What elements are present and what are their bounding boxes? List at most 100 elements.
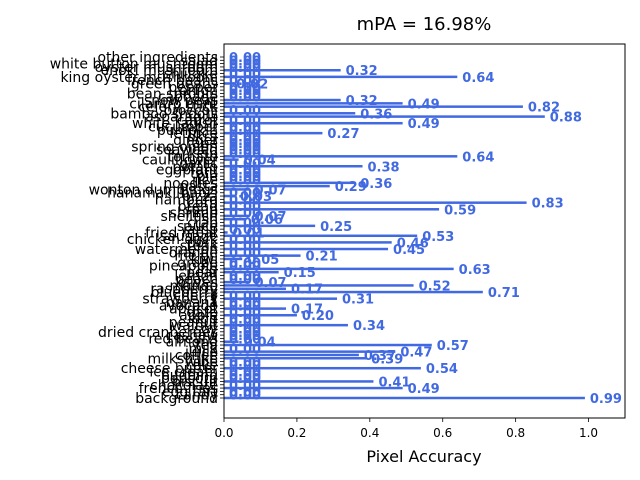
category-label-22: walnut: [171, 318, 219, 334]
value-label-26: 0.00: [229, 306, 261, 321]
value-label-42: 0.05: [247, 253, 279, 268]
value-label-28: 0.00: [229, 299, 261, 314]
value-label-87: 0.00: [229, 104, 261, 119]
value-label-19: 0.00: [229, 329, 261, 344]
value-label-52: 0.25: [320, 220, 352, 235]
category-label-68: tofu: [190, 166, 218, 182]
bar-88: [224, 105, 523, 108]
value-label-38: 0.15: [284, 266, 316, 281]
value-label-37: 0.00: [229, 270, 261, 285]
category-label-71: garlic: [179, 156, 218, 172]
bar-47: [224, 241, 392, 244]
category-label-91: cabbage: [158, 90, 218, 106]
bar-55: [224, 214, 250, 218]
category-label-70: potato: [172, 159, 218, 175]
value-label-75: 0.00: [229, 144, 261, 159]
value-label-82: 0.00: [229, 121, 261, 136]
category-label-59: corn: [187, 196, 218, 212]
value-label-36: 0.00: [229, 273, 261, 288]
bar-89: [224, 102, 403, 105]
category-label-44: orange: [169, 245, 218, 261]
value-label-66: 0.00: [229, 173, 261, 188]
value-label-67: 0.00: [229, 170, 261, 185]
x-tick-label-4: 0.8: [506, 426, 525, 440]
category-label-39: fig: [200, 262, 218, 278]
category-label-85: asparagus: [145, 110, 218, 126]
category-label-74: kelp: [189, 146, 218, 162]
category-label-16: tea: [195, 338, 218, 354]
value-label-12: 0.39: [371, 352, 403, 367]
bar-27: [224, 307, 286, 310]
bar-38: [224, 270, 279, 274]
value-label-71: 0.00: [229, 157, 261, 172]
category-label-88: celery stick: [138, 100, 219, 116]
category-label-26: date: [186, 305, 218, 321]
value-label-61: 0.03: [240, 190, 272, 205]
category-label-49: sausage: [160, 229, 218, 245]
x-tick-label-3: 0.6: [433, 426, 452, 440]
value-label-78: 0.00: [229, 134, 261, 149]
bar-35: [224, 280, 250, 284]
category-label-40: pineapple: [149, 259, 218, 275]
value-label-57: 0.59: [444, 203, 476, 218]
value-label-27: 0.17: [291, 303, 323, 318]
category-label-58: bread: [178, 199, 218, 215]
value-label-95: 0.02: [236, 77, 268, 92]
value-label-9: 0.54: [426, 362, 458, 377]
category-label-52: sauce: [177, 219, 218, 235]
value-label-88: 0.82: [528, 101, 560, 116]
category-label-67: pie: [197, 169, 218, 185]
value-label-62: 0.00: [229, 187, 261, 202]
bar-9: [224, 366, 421, 370]
x-tick-label-5: 1.0: [579, 426, 598, 440]
value-label-60: 0.00: [229, 193, 261, 208]
value-labels-group: 0.990.000.00 0.490.00 0.410.000.000.00 0.54…: [229, 51, 622, 407]
x-tick-label-0: 0.0: [214, 426, 233, 440]
value-label-13: 0.37: [364, 349, 396, 364]
value-label-8: 0.00: [229, 366, 261, 381]
category-label-15: milk: [188, 341, 218, 357]
value-label-51: 0.00: [229, 223, 261, 238]
category-label-18: red beans: [148, 331, 218, 347]
bar-52: [224, 224, 316, 228]
bar-0: [224, 396, 585, 400]
bar-14: [224, 350, 396, 353]
category-label-37: lemon: [174, 269, 218, 285]
bar-22: [224, 323, 348, 327]
category-label-17: almond: [166, 335, 218, 351]
category-label-92: bean sprouts: [127, 86, 218, 102]
bar-59: [224, 201, 527, 204]
category-label-10: cake: [186, 358, 219, 374]
bar-30: [224, 297, 338, 300]
value-label-0: 0.99: [590, 392, 622, 407]
category-label-19: cashew: [165, 328, 218, 344]
value-label-17: 0.04: [244, 336, 276, 351]
value-label-94: 0.00: [229, 81, 261, 96]
category-label-98: shiitake: [164, 67, 218, 83]
category-label-87: broccoli: [163, 103, 218, 119]
bar-32: [224, 290, 483, 294]
value-label-102: 0.00: [229, 54, 261, 69]
category-label-60: hamburg: [155, 192, 218, 208]
chart-title: mPA = 16.98%: [357, 14, 492, 35]
category-label-25: apple: [179, 308, 218, 324]
value-label-43: 0.21: [306, 250, 338, 265]
category-label-11: wine: [185, 355, 218, 371]
value-label-21: 0.00: [229, 322, 261, 337]
category-label-29: banana: [166, 295, 218, 311]
category-label-96: french beans: [127, 73, 218, 89]
category-label-77: rape: [186, 136, 218, 152]
plot-frame: [223, 43, 626, 419]
value-label-86: 0.36: [360, 107, 392, 122]
category-label-84: carrot: [177, 113, 219, 129]
value-label-101: 0.00: [229, 58, 261, 73]
value-label-74: 0.00: [229, 147, 261, 162]
category-label-27: apricot: [169, 302, 218, 318]
value-label-93: 0.00: [229, 84, 261, 99]
value-label-49: 0.53: [422, 230, 454, 245]
category-label-1: candy: [176, 388, 218, 404]
bar-54: [224, 217, 246, 221]
category-label-54: fish: [193, 212, 218, 228]
category-label-99: enoki mushroom: [101, 63, 218, 79]
value-label-39: 0.63: [459, 263, 491, 278]
